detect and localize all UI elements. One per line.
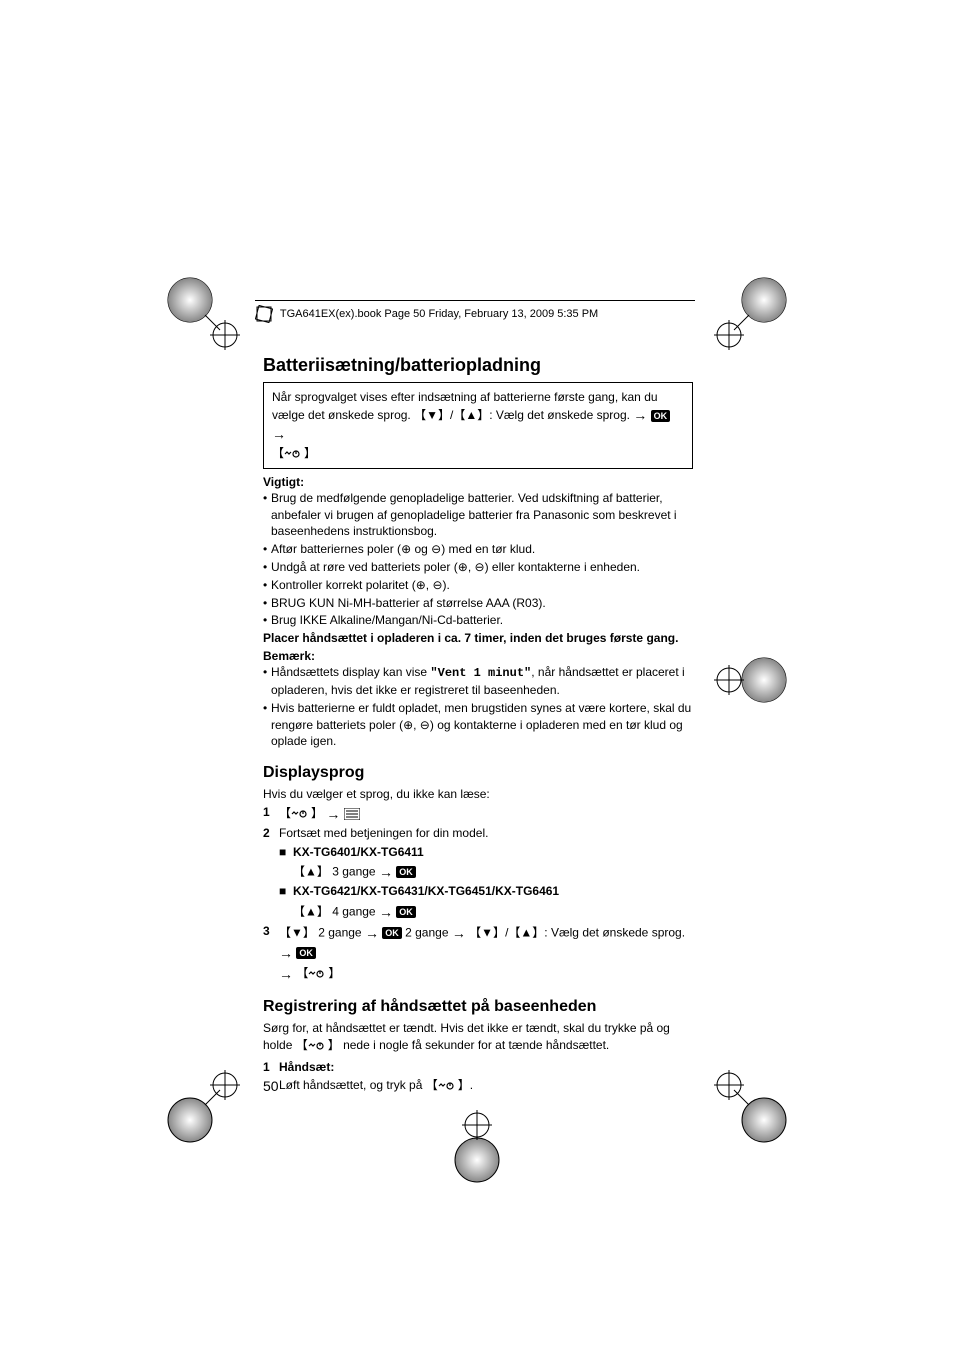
crop-mark-bottom-center <box>437 1110 517 1190</box>
bemaerk-label: Bemærk: <box>263 649 693 663</box>
down-key-icon: 【▼】 <box>279 925 315 939</box>
menu-icon <box>344 806 360 820</box>
bullet-6: Brug IKKE Alkaline/Mangan/Ni-Cd-batterie… <box>271 612 693 629</box>
section2-title: Displaysprog <box>263 764 693 782</box>
bullet-3: Undgå at røre ved batteriets poler (⊕, ⊖… <box>271 559 693 576</box>
arrow-icon: → <box>365 925 379 941</box>
bemaerk-list: • Håndsættets display kan vise "Vent 1 m… <box>263 664 693 750</box>
plus-icon: ⊕ <box>416 578 426 592</box>
plus-icon: ⊕ <box>401 542 411 556</box>
crop-mark-top-left <box>160 270 240 350</box>
minus-icon: ⊖ <box>420 718 430 732</box>
power-key-icon: 【】 <box>279 806 323 820</box>
displaysprog-steps: 1 【】 → 2 Fortsæt med betjeningen for din… <box>263 804 693 984</box>
box-text-2: : Vælg det ønskede sprog. <box>489 408 633 422</box>
arrow-icon: → <box>279 966 293 982</box>
arrow-icon: → <box>379 904 393 920</box>
minus-icon: ⊖ <box>431 542 441 556</box>
up-key-icon: 【▲】 <box>293 904 329 918</box>
note-1: Håndsættets display kan vise "Vent 1 min… <box>271 664 693 699</box>
crop-mark-bottom-left <box>160 1070 240 1150</box>
minus-icon: ⊖ <box>475 560 485 574</box>
arrow-icon: → <box>326 806 340 822</box>
header-text: TGA641EX(ex).book Page 50 Friday, Februa… <box>280 308 598 320</box>
reg-step-1: Håndsæt: Løft håndsættet, og tryk på 【】. <box>279 1059 693 1094</box>
minus-icon: ⊖ <box>432 578 442 592</box>
ok-icon: OK <box>396 906 416 918</box>
ok-icon: OK <box>651 410 671 422</box>
power-key-icon: 【】 <box>272 446 316 460</box>
ok-icon: OK <box>296 947 316 959</box>
book-icon <box>255 305 273 323</box>
plus-icon: ⊕ <box>403 718 413 732</box>
model-2: KX-TG6421/KX-TG6431/KX-TG6451/KX-TG6461 <box>293 883 693 900</box>
down-key-icon: 【▼】 <box>469 925 505 939</box>
registration-steps: 1 Håndsæt: Løft håndsættet, og tryk på 【… <box>263 1059 693 1094</box>
info-box: Når sprogvalget vises efter indsætning a… <box>263 382 693 469</box>
arrow-icon: → <box>272 426 286 442</box>
section2-intro: Hvis du vælger et sprog, du ikke kan læs… <box>263 786 693 803</box>
crop-mark-bottom-right <box>714 1070 794 1150</box>
page-number: 50 <box>263 1078 279 1094</box>
section3-intro: Sørg for, at håndsættet er tændt. Hvis d… <box>263 1020 693 1054</box>
up-key-icon: 【▲】 <box>293 864 329 878</box>
crop-mark-top-right <box>714 270 794 350</box>
arrow-icon: → <box>452 925 466 941</box>
note-2: Hvis batterierne er fuldt opladet, men b… <box>271 700 693 750</box>
arrow-icon: → <box>279 945 293 961</box>
bullet-5: BRUG KUN Ni-MH-batterier af størrelse AA… <box>271 595 693 612</box>
page-header: TGA641EX(ex).book Page 50 Friday, Februa… <box>255 300 695 323</box>
vigtigt-list: •Brug de medfølgende genopladelige batte… <box>263 490 693 629</box>
ok-icon: OK <box>382 927 402 939</box>
ok-icon: OK <box>396 866 416 878</box>
section3-title: Registrering af håndsættet på baseenhede… <box>263 998 693 1016</box>
bullet-2: Aftør batteriernes poler (⊕ og ⊖) med en… <box>271 541 693 558</box>
arrow-icon: → <box>379 864 393 880</box>
section1-title: Batteriisætning/batteriopladning <box>263 355 693 376</box>
power-key-icon: 【】 <box>296 966 340 980</box>
power-key-icon: 【】 <box>426 1078 470 1092</box>
model-1: KX-TG6401/KX-TG6411 <box>293 844 693 861</box>
step-3: 【▼】 2 gange → OK 2 gange → 【▼】/【▲】: Vælg… <box>279 923 693 984</box>
bullet-1: Brug de medfølgende genopladelige batter… <box>271 490 693 540</box>
up-key-icon: 【▲】 <box>508 925 544 939</box>
crop-mark-mid-right <box>714 640 794 720</box>
vigtigt-label: Vigtigt: <box>263 475 693 489</box>
down-key-icon: 【▼】 <box>414 408 450 422</box>
power-key-icon: 【】 <box>296 1038 340 1052</box>
plus-icon: ⊕ <box>458 560 468 574</box>
charge-instruction: Placer håndsættet i opladeren i ca. 7 ti… <box>263 631 693 645</box>
arrow-icon: → <box>633 407 647 423</box>
step-2: Fortsæt med betjeningen for din model. ■… <box>279 825 693 922</box>
up-key-icon: 【▲】 <box>453 408 489 422</box>
step-1: 【】 → <box>279 804 693 824</box>
bullet-4: Kontroller korrekt polaritet (⊕, ⊖). <box>271 577 693 594</box>
